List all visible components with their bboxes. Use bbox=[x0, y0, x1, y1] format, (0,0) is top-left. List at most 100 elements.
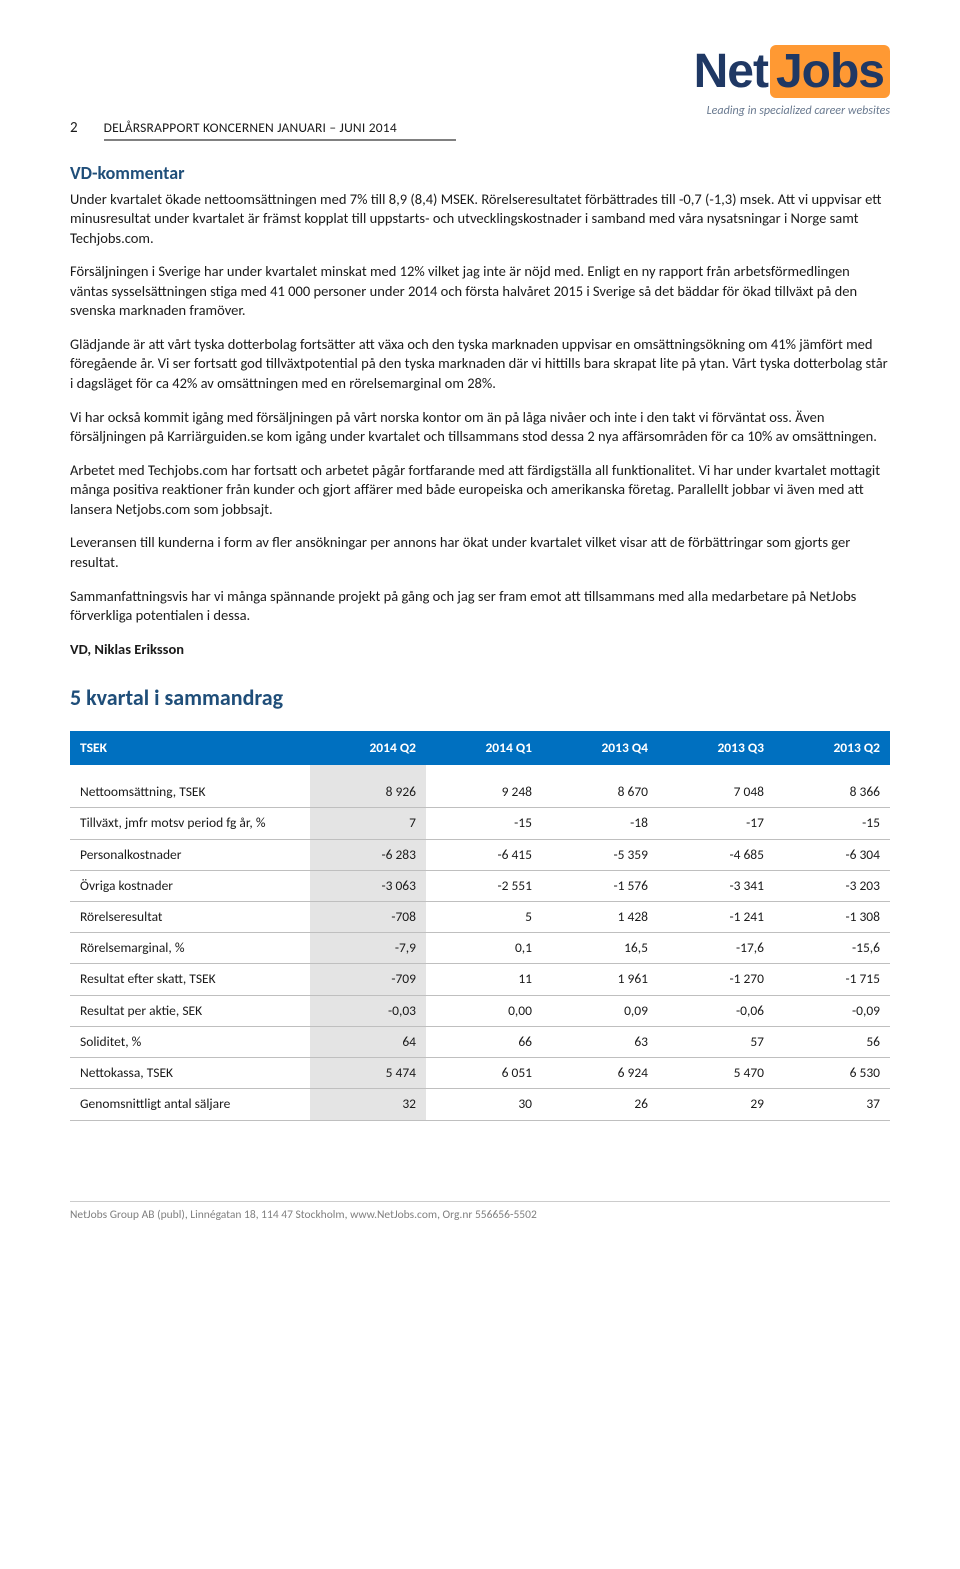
row-cell: 6 530 bbox=[774, 1058, 890, 1089]
row-cell: 8 926 bbox=[310, 777, 426, 808]
row-cell: 8 366 bbox=[774, 777, 890, 808]
table-header: TSEK 2014 Q2 2014 Q1 2013 Q4 2013 Q3 201… bbox=[70, 731, 890, 765]
report-title: DELÅRSRAPPORT KONCERNEN JANUARI – JUNI 2… bbox=[104, 119, 456, 141]
row-cell: 64 bbox=[310, 1026, 426, 1057]
table-row: Nettokassa, TSEK5 4746 0516 9245 4706 53… bbox=[70, 1058, 890, 1089]
row-cell: -3 063 bbox=[310, 870, 426, 901]
row-label: Resultat efter skatt, TSEK bbox=[70, 964, 310, 995]
table-row: Resultat efter skatt, TSEK-709111 961-1 … bbox=[70, 964, 890, 995]
row-cell: 56 bbox=[774, 1026, 890, 1057]
commentary-paragraph: Arbetet med Techjobs.com har fortsatt oc… bbox=[70, 461, 890, 520]
table-row: Tillväxt, jmfr motsv period fg år, %7-15… bbox=[70, 808, 890, 839]
row-cell: -1 241 bbox=[658, 901, 774, 932]
table-header-col: 2013 Q3 bbox=[658, 731, 774, 765]
row-cell: -5 359 bbox=[542, 839, 658, 870]
row-label: Övriga kostnader bbox=[70, 870, 310, 901]
page-header: 2 DELÅRSRAPPORT KONCERNEN JANUARI – JUNI… bbox=[70, 40, 890, 141]
table-row: Rörelseresultat-70851 428-1 241-1 308 bbox=[70, 901, 890, 932]
page-number: 2 bbox=[70, 118, 78, 138]
row-cell: -15 bbox=[426, 808, 542, 839]
row-cell: -17,6 bbox=[658, 933, 774, 964]
row-cell: -2 551 bbox=[426, 870, 542, 901]
summary-heading: 5 kvartal i sammandrag bbox=[70, 683, 890, 713]
row-cell: 7 bbox=[310, 808, 426, 839]
row-cell: -7,9 bbox=[310, 933, 426, 964]
page-footer: NetJobs Group AB (publ), Linnégatan 18, … bbox=[70, 1201, 890, 1224]
row-cell: -1 576 bbox=[542, 870, 658, 901]
row-cell: -3 341 bbox=[658, 870, 774, 901]
row-label: Resultat per aktie, SEK bbox=[70, 995, 310, 1026]
row-cell: -15 bbox=[774, 808, 890, 839]
row-cell: -6 304 bbox=[774, 839, 890, 870]
commentary-paragraph: Sammanfattningsvis har vi många spännand… bbox=[70, 587, 890, 626]
vd-signoff: VD, Niklas Eriksson bbox=[70, 640, 890, 660]
table-header-col: 2013 Q2 bbox=[774, 731, 890, 765]
header-left: 2 DELÅRSRAPPORT KONCERNEN JANUARI – JUNI… bbox=[70, 40, 456, 141]
row-cell: -17 bbox=[658, 808, 774, 839]
row-cell: -6 415 bbox=[426, 839, 542, 870]
row-cell: 1 428 bbox=[542, 901, 658, 932]
row-cell: 8 670 bbox=[542, 777, 658, 808]
row-cell: 7 048 bbox=[658, 777, 774, 808]
row-label: Personalkostnader bbox=[70, 839, 310, 870]
row-cell: -15,6 bbox=[774, 933, 890, 964]
row-cell: -6 283 bbox=[310, 839, 426, 870]
logo-prefix: Net bbox=[694, 45, 768, 98]
logo: NetJobs Leading in specialized career we… bbox=[694, 40, 890, 119]
row-cell: 63 bbox=[542, 1026, 658, 1057]
row-cell: -709 bbox=[310, 964, 426, 995]
row-label: Rörelsemarginal, % bbox=[70, 933, 310, 964]
row-cell: 66 bbox=[426, 1026, 542, 1057]
commentary-paragraph: Under kvartalet ökade nettoomsättningen … bbox=[70, 190, 890, 249]
row-label: Tillväxt, jmfr motsv period fg år, % bbox=[70, 808, 310, 839]
row-cell: -0,06 bbox=[658, 995, 774, 1026]
table-row: Personalkostnader-6 283-6 415-5 359-4 68… bbox=[70, 839, 890, 870]
row-cell: 1 961 bbox=[542, 964, 658, 995]
row-cell: 5 470 bbox=[658, 1058, 774, 1089]
commentary-paragraph: Leveransen till kunderna i form av fler … bbox=[70, 533, 890, 572]
table-row: Övriga kostnader-3 063-2 551-1 576-3 341… bbox=[70, 870, 890, 901]
row-label: Rörelseresultat bbox=[70, 901, 310, 932]
table-header-col: 2014 Q2 bbox=[310, 731, 426, 765]
row-cell: 6 051 bbox=[426, 1058, 542, 1089]
row-cell: -18 bbox=[542, 808, 658, 839]
row-label: Nettokassa, TSEK bbox=[70, 1058, 310, 1089]
row-cell: 32 bbox=[310, 1089, 426, 1120]
row-cell: -4 685 bbox=[658, 839, 774, 870]
vd-commentary-heading: VD-kommentar bbox=[70, 161, 890, 185]
table-row: Genomsnittligt antal säljare3230262937 bbox=[70, 1089, 890, 1120]
table-row: Nettoomsättning, TSEK8 9269 2488 6707 04… bbox=[70, 777, 890, 808]
row-cell: 30 bbox=[426, 1089, 542, 1120]
row-cell: -1 715 bbox=[774, 964, 890, 995]
row-cell: 5 474 bbox=[310, 1058, 426, 1089]
table-row: Soliditet, %6466635756 bbox=[70, 1026, 890, 1057]
commentary-body: Under kvartalet ökade nettoomsättningen … bbox=[70, 190, 890, 626]
table-row: Rörelsemarginal, %-7,90,116,5-17,6-15,6 bbox=[70, 933, 890, 964]
logo-text: NetJobs bbox=[694, 40, 890, 105]
commentary-paragraph: Glädjande är att vårt tyska dotterbolag … bbox=[70, 335, 890, 394]
row-cell: 37 bbox=[774, 1089, 890, 1120]
table-body: Nettoomsättning, TSEK8 9269 2488 6707 04… bbox=[70, 765, 890, 1120]
row-cell: 16,5 bbox=[542, 933, 658, 964]
commentary-paragraph: Försäljningen i Sverige har under kvarta… bbox=[70, 262, 890, 321]
row-cell: 57 bbox=[658, 1026, 774, 1057]
row-cell: 0,00 bbox=[426, 995, 542, 1026]
table-row: Resultat per aktie, SEK-0,030,000,09-0,0… bbox=[70, 995, 890, 1026]
row-cell: -708 bbox=[310, 901, 426, 932]
row-cell: 6 924 bbox=[542, 1058, 658, 1089]
summary-table: TSEK 2014 Q2 2014 Q1 2013 Q4 2013 Q3 201… bbox=[70, 731, 890, 1121]
row-cell: -1 308 bbox=[774, 901, 890, 932]
table-spacer-row bbox=[70, 765, 890, 777]
row-cell: -1 270 bbox=[658, 964, 774, 995]
logo-suffix: Jobs bbox=[770, 45, 890, 98]
row-label: Nettoomsättning, TSEK bbox=[70, 777, 310, 808]
row-cell: -3 203 bbox=[774, 870, 890, 901]
row-cell: 26 bbox=[542, 1089, 658, 1120]
row-cell: -0,03 bbox=[310, 995, 426, 1026]
commentary-paragraph: Vi har också kommit igång med försäljnin… bbox=[70, 408, 890, 447]
table-header-col: 2014 Q1 bbox=[426, 731, 542, 765]
row-cell: 5 bbox=[426, 901, 542, 932]
row-cell: 11 bbox=[426, 964, 542, 995]
row-cell: 9 248 bbox=[426, 777, 542, 808]
row-cell: -0,09 bbox=[774, 995, 890, 1026]
